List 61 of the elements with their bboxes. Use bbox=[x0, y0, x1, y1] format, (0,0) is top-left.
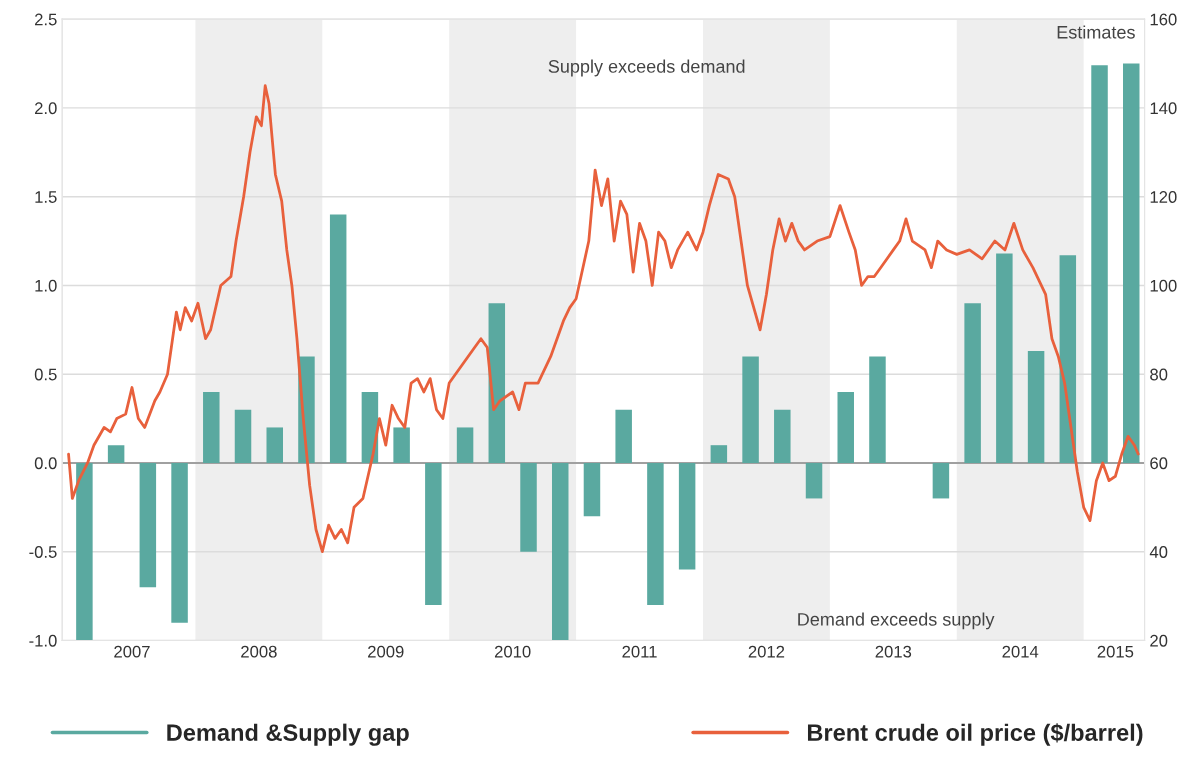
legend-label: Demand &Supply gap bbox=[167, 723, 409, 746]
y2-tick-label: 40 bbox=[1149, 546, 1168, 558]
x-tick-label: 2010 bbox=[494, 645, 531, 658]
bar bbox=[869, 356, 886, 463]
bar bbox=[647, 462, 664, 605]
bar bbox=[520, 462, 537, 552]
bar bbox=[551, 462, 569, 641]
y2-tick-label: 120 bbox=[1150, 191, 1177, 203]
x-tick-label: 2014 bbox=[1002, 645, 1039, 658]
y-tick-label: 1.0 bbox=[35, 279, 57, 292]
y2-tick-label: 160 bbox=[1150, 13, 1177, 26]
bar bbox=[964, 303, 981, 463]
y-tick-label: -0.5 bbox=[29, 546, 57, 558]
bar bbox=[456, 427, 474, 463]
bar bbox=[76, 462, 93, 641]
bar bbox=[710, 445, 728, 463]
y-tick-label: 2.5 bbox=[35, 13, 57, 26]
annotation: Supply exceeds demand bbox=[548, 59, 745, 77]
bar bbox=[234, 409, 252, 463]
x-tick-label: 2008 bbox=[241, 645, 277, 658]
y-tick-label: 0.0 bbox=[34, 457, 57, 470]
y-tick-label: 1.5 bbox=[35, 191, 57, 203]
annotation: Estimates bbox=[1057, 25, 1135, 39]
bar bbox=[742, 356, 759, 463]
bar bbox=[615, 409, 632, 463]
bar bbox=[266, 427, 283, 463]
y-tick-label: 0.5 bbox=[34, 368, 57, 381]
x-tick-label: 2015 bbox=[1097, 645, 1134, 658]
bar bbox=[488, 303, 506, 463]
bar bbox=[425, 462, 442, 605]
bar bbox=[1027, 351, 1045, 463]
bar bbox=[139, 462, 157, 588]
bar bbox=[171, 462, 188, 623]
bar bbox=[678, 462, 696, 570]
annotation: Demand exceeds supply bbox=[798, 612, 995, 630]
x-tick-label: 2011 bbox=[622, 645, 657, 658]
bar bbox=[1091, 65, 1108, 463]
y2-tick-label: 140 bbox=[1150, 102, 1177, 115]
y-tick-label: -1.0 bbox=[29, 634, 57, 647]
bar bbox=[107, 445, 125, 463]
bar bbox=[774, 409, 791, 463]
bar bbox=[393, 427, 410, 463]
bar bbox=[203, 391, 220, 463]
x-tick-label: 2009 bbox=[368, 645, 404, 658]
legend-label: Brent crude oil price ($/barrel) bbox=[807, 723, 1143, 746]
y2-tick-label: 20 bbox=[1150, 634, 1168, 647]
bar bbox=[837, 391, 854, 463]
bar bbox=[996, 253, 1013, 463]
bar bbox=[932, 462, 950, 499]
bar bbox=[583, 462, 601, 517]
bar bbox=[1123, 63, 1140, 463]
x-tick-label: 2007 bbox=[114, 645, 150, 658]
y-tick-label: 2.0 bbox=[35, 102, 57, 115]
x-tick-label: 2013 bbox=[875, 645, 912, 658]
x-tick-label: 2012 bbox=[748, 645, 785, 658]
y2-tick-label: 80 bbox=[1150, 368, 1168, 381]
bar bbox=[805, 462, 823, 499]
bar bbox=[329, 214, 347, 463]
y2-tick-label: 100 bbox=[1150, 279, 1177, 292]
y2-tick-label: 60 bbox=[1150, 457, 1168, 470]
line-series bbox=[67, 84, 1140, 554]
